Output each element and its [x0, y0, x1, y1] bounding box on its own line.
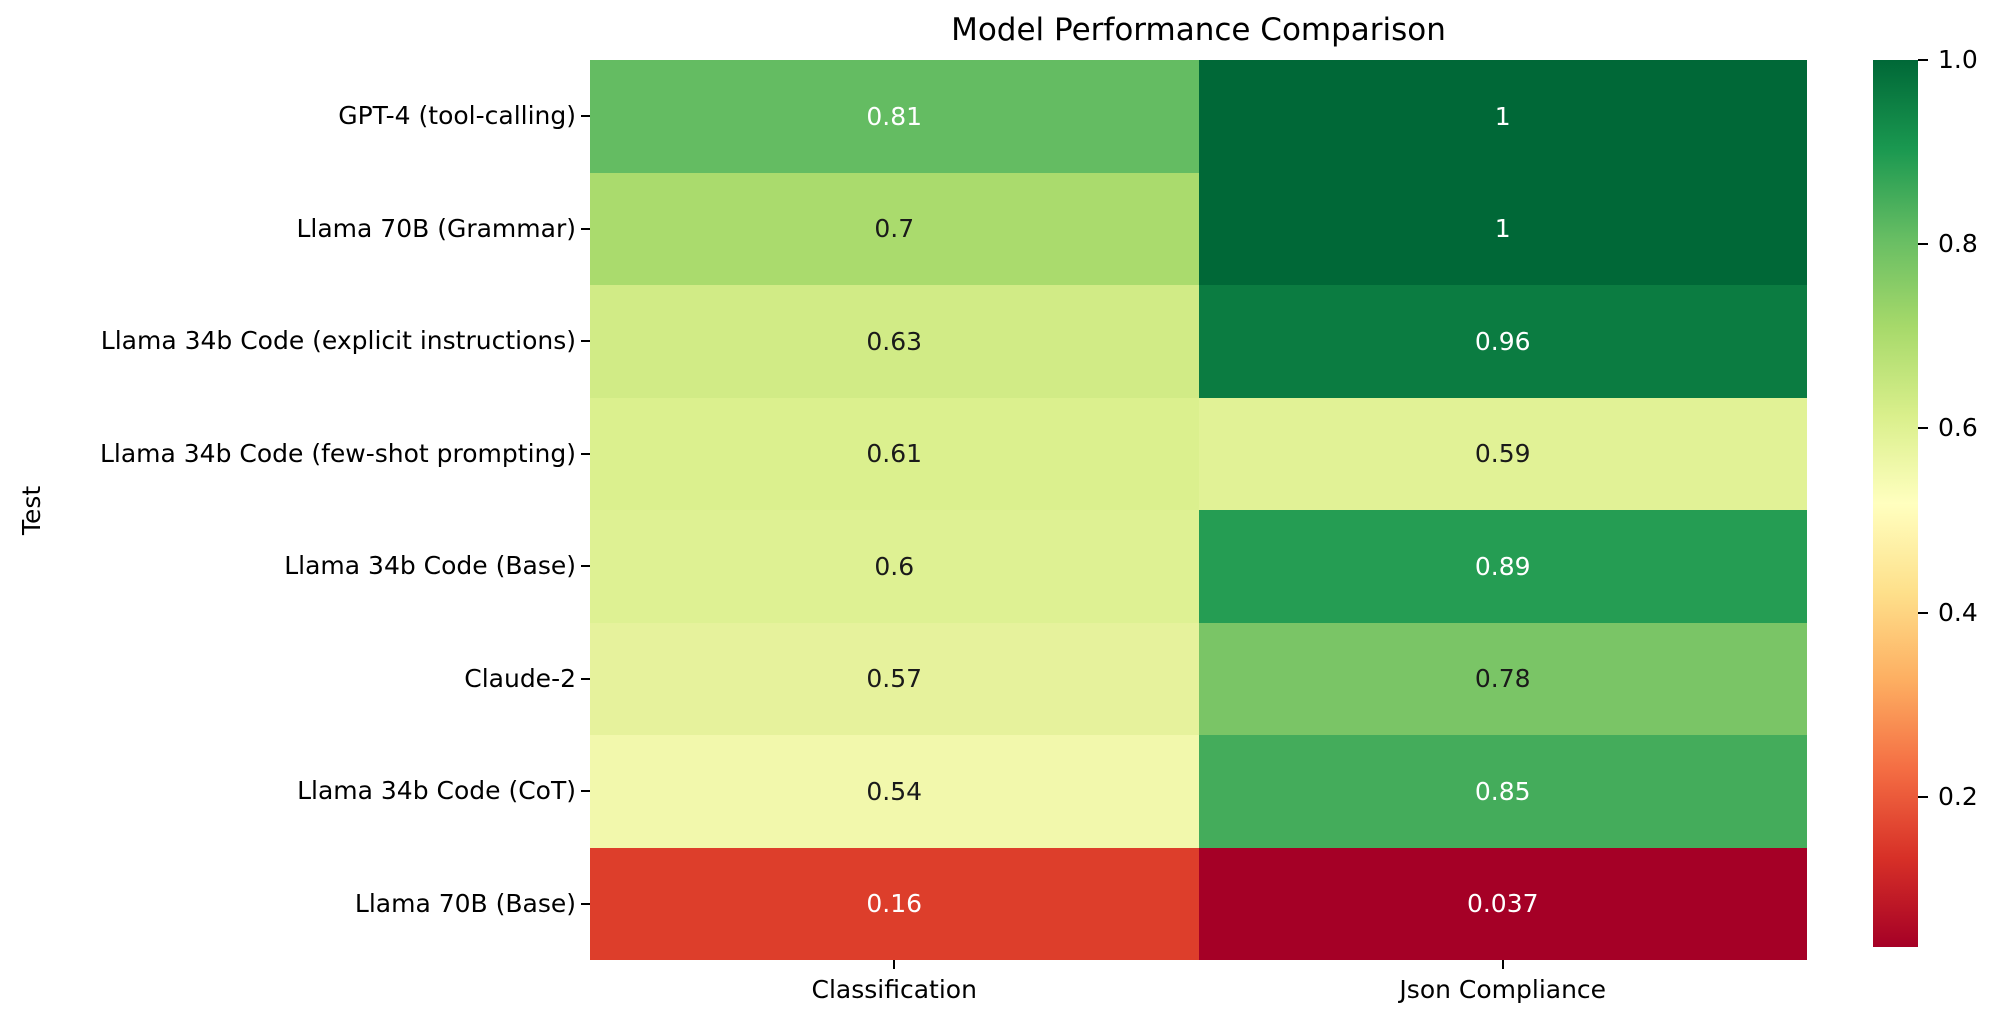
x-tick-label: Classification	[811, 975, 977, 1004]
x-tick-mark	[893, 960, 896, 969]
heatmap-grid: 0.81 1 0.7 1 0.63 0.96 0.61 0.59 0.6 0.89 0.57 0.78…	[590, 60, 1807, 960]
y-tick-mark	[581, 452, 590, 455]
colorbar-tick-label: 0.4	[1938, 597, 1978, 627]
heatmap-cell: 0.54	[590, 735, 1199, 848]
heatmap-cell: 0.16	[590, 847, 1199, 960]
colorbar-tick-mark	[1918, 59, 1928, 61]
colorbar-tick-mark	[1918, 795, 1928, 798]
y-tick-label: Llama 70B (Base)	[354, 888, 576, 918]
y-tick-mark	[581, 565, 590, 568]
heatmap-cell: 0.6	[590, 510, 1199, 623]
heatmap-cell: 0.61	[590, 397, 1199, 510]
colorbar-tick-mark	[1918, 243, 1928, 246]
y-tick-label: Claude-2	[464, 663, 576, 693]
y-tick-label: GPT-4 (tool-calling)	[338, 101, 576, 131]
heatmap-cell: 0.78	[1198, 622, 1807, 735]
heatmap-cell: 0.89	[1198, 510, 1807, 623]
y-tick-mark	[581, 340, 590, 343]
y-tick-mark	[581, 227, 590, 230]
heatmap-cell: 0.63	[590, 285, 1199, 398]
x-tick-label: Json Compliance	[1399, 975, 1607, 1004]
heatmap-cell: 0.81	[590, 60, 1199, 173]
colorbar-tick-mark	[1918, 611, 1928, 614]
y-tick-label: Llama 34b Code (Base)	[284, 551, 576, 581]
heatmap-cell: 0.96	[1198, 285, 1807, 398]
heatmap-cell: 1	[1198, 60, 1807, 173]
chart-title: Model Performance Comparison	[951, 12, 1446, 48]
y-tick-mark	[581, 677, 590, 680]
y-tick-mark	[581, 115, 590, 118]
heatmap-cell: 0.037	[1198, 847, 1807, 960]
colorbar-tick-label: 0.6	[1938, 413, 1978, 443]
y-axis-label: Test	[17, 485, 46, 535]
heatmap-cell: 0.59	[1198, 397, 1807, 510]
heatmap-cell: 0.57	[590, 622, 1199, 735]
y-tick-mark	[581, 790, 590, 793]
colorbar-tick-label: 1.0	[1938, 45, 1978, 74]
heatmap-cell: 0.7	[590, 172, 1199, 285]
colorbar-tick-mark	[1918, 427, 1928, 430]
y-tick-label: Llama 34b Code (CoT)	[297, 776, 576, 806]
x-tick-mark	[1501, 960, 1504, 969]
heatmap-cell: 0.85	[1198, 735, 1807, 848]
colorbar-tick-label: 0.8	[1938, 229, 1978, 259]
colorbar-tick-label: 0.2	[1938, 781, 1978, 811]
y-tick-mark	[581, 902, 590, 905]
y-tick-label: Llama 34b Code (few-shot prompting)	[99, 438, 576, 468]
colorbar	[1873, 60, 1918, 947]
y-tick-label: Llama 34b Code (explicit instructions)	[100, 326, 576, 356]
y-tick-label: Llama 70B (Grammar)	[296, 213, 576, 243]
heatmap-cell: 1	[1198, 172, 1807, 285]
